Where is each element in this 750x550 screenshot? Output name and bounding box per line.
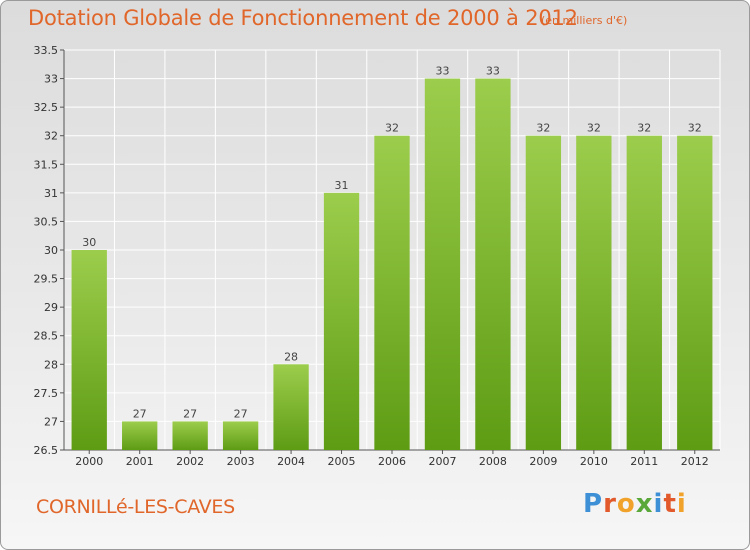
- x-tick-label: 2010: [580, 455, 608, 468]
- logo-letter: i: [676, 489, 687, 519]
- bar-value-label: 32: [637, 122, 651, 135]
- y-tick-label: 32.5: [34, 101, 59, 114]
- bar-value-label: 32: [385, 122, 399, 135]
- bar: [576, 135, 612, 450]
- y-tick-label: 28: [44, 358, 58, 371]
- x-tick-label: 2009: [529, 455, 557, 468]
- x-tick-label: 2011: [630, 455, 658, 468]
- y-tick-label: 27: [44, 415, 58, 428]
- y-tick-label: 29.5: [34, 273, 59, 286]
- x-tick-label: 2004: [277, 455, 305, 468]
- x-tick-label: 2002: [176, 455, 204, 468]
- bar-value-label: 27: [183, 407, 197, 420]
- bar: [172, 421, 208, 450]
- x-tick-label: 2001: [126, 455, 154, 468]
- bar-value-label: 31: [335, 179, 349, 192]
- x-tick-label: 2012: [681, 455, 709, 468]
- x-tick-label: 2000: [75, 455, 103, 468]
- y-tick-label: 32: [44, 130, 58, 143]
- bar-value-label: 28: [284, 350, 298, 363]
- y-tick-label: 28.5: [34, 330, 59, 343]
- bar: [323, 192, 360, 450]
- y-tick-label: 29: [44, 301, 58, 314]
- bar-value-label: 27: [133, 407, 147, 420]
- logo-letter: t: [663, 489, 677, 519]
- x-tick-label: 2007: [428, 455, 456, 468]
- bar: [273, 364, 309, 450]
- bar-value-label: 27: [234, 407, 248, 420]
- bar: [525, 135, 562, 450]
- bar-value-label: 33: [486, 65, 500, 78]
- logo-letter: i: [653, 489, 664, 519]
- labels: 26.5 27 27.5 28 28.5 29 29.5 30 30.5 31 31.5 32 32.5…: [34, 44, 709, 468]
- y-tick-label: 31: [44, 187, 58, 200]
- bar: [122, 421, 158, 450]
- logo-letter: x: [635, 489, 654, 519]
- bar-value-label: 32: [536, 122, 550, 135]
- y-tick-label: 33.5: [34, 44, 59, 57]
- logo-letter: r: [603, 489, 617, 519]
- y-tick-label: 30.5: [34, 215, 59, 228]
- bar-value-label: 33: [435, 65, 449, 78]
- bar: [424, 78, 461, 451]
- x-tick-label: 2006: [378, 455, 406, 468]
- bar: [626, 135, 662, 450]
- y-tick-label: 33: [44, 73, 58, 86]
- y-tick-label: 31.5: [34, 158, 59, 171]
- bar: [374, 135, 410, 450]
- bars: [71, 78, 713, 451]
- chart-subtitle: (en milliers d'€): [541, 14, 628, 27]
- x-tick-label: 2005: [328, 455, 356, 468]
- commune-name: CORNILLé-LES-CAVES: [36, 496, 235, 518]
- bar: [222, 421, 259, 450]
- logo-letter: o: [616, 489, 636, 519]
- bar: [71, 250, 107, 450]
- proxiti-logo[interactable]: Proxiti: [583, 489, 687, 519]
- bar: [475, 78, 511, 451]
- bar: [677, 135, 713, 450]
- x-tick-label: 2003: [227, 455, 255, 468]
- y-tick-label: 30: [44, 244, 58, 257]
- logo-letter: P: [583, 489, 604, 519]
- x-tick-label: 2008: [479, 455, 507, 468]
- chart-title: Dotation Globale de Fonctionnement de 20…: [28, 6, 578, 30]
- y-tick-label: 27.5: [34, 387, 59, 400]
- bar-value-label: 30: [82, 236, 96, 249]
- bar-value-label: 32: [587, 122, 601, 135]
- y-tick-label: 26.5: [34, 444, 59, 457]
- bar-value-label: 32: [688, 122, 702, 135]
